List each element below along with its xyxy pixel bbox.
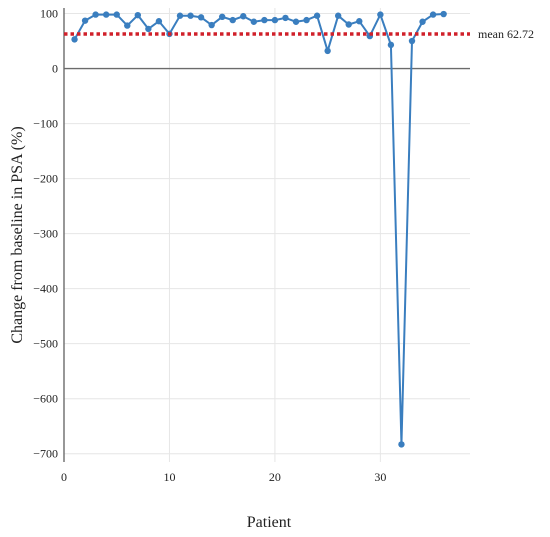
data-point [429,11,437,18]
y-tick-label: −100 [33,117,58,131]
data-point [176,12,184,19]
y-axis-ticks: 100 0 −100 −200 −300 −400 −500 −600 −700 [33,7,58,461]
data-point [271,16,279,24]
data-point [250,18,258,25]
y-tick-label: −700 [33,447,58,461]
data-point [419,18,426,25]
mean-label: mean 62.72 [478,27,534,41]
data-point [356,18,363,25]
data-point [324,47,331,55]
x-tick-label: 20 [269,470,281,484]
data-point [124,22,131,29]
y-tick-label: −600 [33,392,58,406]
data-point [71,36,78,43]
x-tick-label: 0 [61,470,67,484]
data-point [197,14,205,21]
data-point [282,14,289,22]
data-point [334,12,342,19]
data-point [102,11,110,18]
data-point [81,17,89,24]
x-tick-label: 30 [374,470,386,484]
data-point [292,18,300,25]
data-point [398,441,405,448]
y-axis-title: Change from baseline in PSA (%) [9,126,26,343]
x-tick-label: 10 [163,470,175,484]
data-point [134,11,142,19]
data-point [145,25,152,33]
data-point [113,11,120,18]
data-point [377,11,384,18]
data-point [408,37,416,45]
y-tick-label: −400 [33,282,58,296]
x-axis-title: Patient [247,514,292,531]
data-point [261,16,268,24]
y-tick-label: 100 [40,7,58,21]
data-point [155,18,163,25]
data-point [229,16,236,24]
series-line [73,13,444,446]
y-tick-label: −500 [33,337,58,351]
data-point [92,11,99,18]
data-point [208,21,215,29]
data-point [345,21,352,28]
data-point [440,10,447,18]
y-tick-label: −300 [33,227,58,241]
data-point [313,12,321,19]
y-tick-label: −200 [33,172,58,186]
data-point [387,41,395,49]
data-point [240,13,247,20]
data-points [71,10,447,448]
y-tick-label: 0 [52,62,58,76]
data-point [303,16,310,24]
grid [63,8,470,462]
data-point [187,12,194,19]
x-axis-ticks: 0 10 20 30 [61,470,386,484]
data-point [218,13,226,21]
